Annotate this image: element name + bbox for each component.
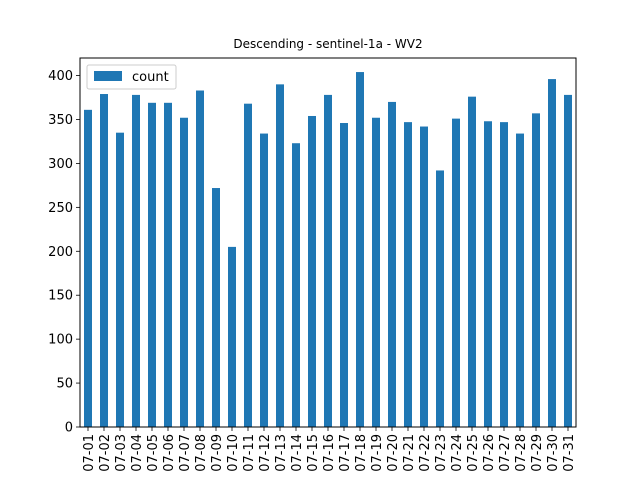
x-tick-label: 07-30 (546, 434, 561, 472)
y-tick-label: 100 (48, 333, 73, 348)
x-tick-label: 07-16 (322, 434, 337, 472)
y-tick-label: 0 (65, 421, 73, 436)
x-tick-label: 07-06 (162, 434, 177, 472)
bar-07-19 (372, 117, 380, 427)
bar-07-28 (516, 133, 524, 428)
chart-title: Descending - sentinel-1a - WV2 (233, 37, 422, 51)
x-tick-label: 07-27 (498, 434, 513, 472)
bar-07-21 (404, 122, 412, 427)
bar-07-07 (180, 117, 188, 427)
y-tick-label: 50 (56, 377, 73, 392)
x-tick-label: 07-05 (146, 434, 161, 472)
x-tick-label: 07-04 (130, 434, 145, 472)
bar-07-11 (244, 103, 252, 427)
bar-07-31 (564, 94, 572, 428)
y-axis: 0 50 100 150 200 250 300 350 400 (48, 69, 80, 436)
y-tick-label: 250 (48, 201, 73, 216)
legend-swatch (94, 71, 122, 81)
y-tick-label: 200 (48, 245, 73, 260)
bar-07-17 (340, 123, 348, 427)
bar-07-29 (532, 113, 540, 427)
x-axis: 07-01 07-02 07-03 07-04 07-05 07-06 07-07 07-08… (82, 427, 577, 472)
bars-group (84, 72, 572, 428)
y-tick-label: 350 (48, 113, 73, 128)
bar-07-22 (420, 126, 428, 428)
x-tick-label: 07-13 (274, 434, 289, 472)
x-tick-label: 07-25 (466, 434, 481, 472)
bar-07-02 (100, 94, 108, 428)
x-tick-label: 07-10 (226, 434, 241, 472)
x-tick-label: 07-18 (354, 434, 369, 472)
bar-07-01 (84, 109, 92, 427)
x-tick-label: 07-20 (386, 434, 401, 472)
bar-07-05 (148, 102, 156, 428)
bar-07-14 (292, 143, 300, 427)
x-tick-label: 07-17 (338, 434, 353, 472)
x-tick-label: 07-07 (178, 434, 193, 472)
bar-07-18 (356, 72, 364, 428)
x-tick-label: 07-22 (418, 434, 433, 472)
bar-07-26 (484, 121, 492, 427)
bar-07-24 (452, 118, 460, 427)
bar-07-03 (116, 132, 124, 427)
bar-07-06 (164, 102, 172, 428)
x-tick-label: 07-15 (306, 434, 321, 472)
bar-07-16 (324, 94, 332, 428)
bar-07-15 (308, 115, 316, 427)
x-tick-label: 07-23 (434, 434, 449, 472)
x-tick-label: 07-26 (482, 434, 497, 472)
x-tick-label: 07-11 (242, 434, 257, 472)
x-tick-label: 07-28 (514, 434, 529, 472)
y-tick-label: 300 (48, 157, 73, 172)
bar-07-10 (228, 246, 236, 427)
bar-07-20 (388, 101, 396, 427)
x-tick-label: 07-02 (98, 434, 113, 472)
x-tick-label: 07-31 (562, 434, 577, 472)
x-tick-label: 07-08 (194, 434, 209, 472)
bar-07-25 (468, 96, 476, 428)
y-tick-label: 400 (48, 69, 73, 84)
x-tick-label: 07-29 (530, 434, 545, 472)
legend-label: count (132, 70, 169, 85)
bar-07-12 (260, 133, 268, 428)
bar-07-30 (548, 79, 556, 427)
x-tick-label: 07-21 (402, 434, 417, 472)
x-tick-label: 07-01 (82, 434, 97, 472)
legend: count (86, 64, 177, 90)
x-tick-label: 07-09 (210, 434, 225, 472)
x-tick-label: 07-24 (450, 434, 465, 472)
bar-07-23 (436, 170, 444, 427)
bar-07-09 (212, 188, 220, 427)
x-tick-label: 07-12 (258, 434, 273, 472)
y-tick-label: 150 (48, 289, 73, 304)
bar-07-04 (132, 94, 140, 428)
bar-07-08 (196, 90, 204, 427)
x-tick-label: 07-03 (114, 434, 129, 472)
bar-07-27 (500, 122, 508, 427)
plot-frame (79, 57, 577, 428)
x-tick-label: 07-14 (290, 434, 305, 472)
x-tick-label: 07-19 (370, 434, 385, 472)
bar-07-13 (276, 84, 284, 427)
